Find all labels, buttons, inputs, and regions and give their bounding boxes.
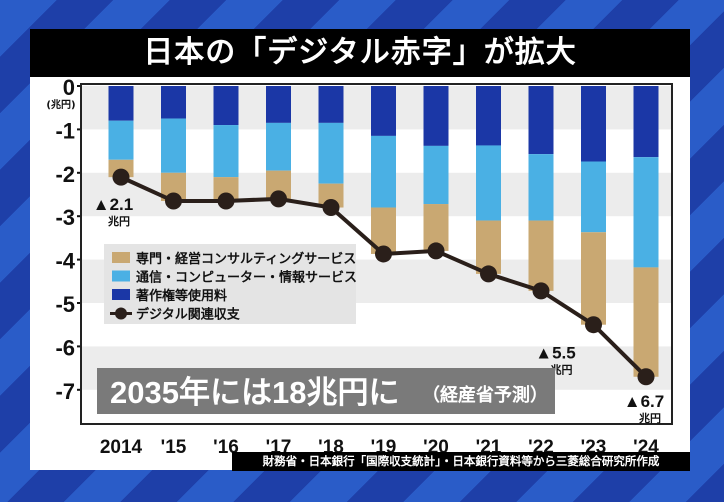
bar-segment	[318, 122, 344, 184]
bar-segment	[528, 86, 554, 155]
legend-swatch	[112, 252, 130, 263]
legend-label: デジタル関連収支	[136, 307, 241, 323]
line-point	[480, 265, 497, 283]
y-tick-label: -3	[55, 205, 75, 230]
bar-segment	[108, 86, 134, 121]
line-point	[585, 316, 602, 334]
chart-title: 日本の「デジタル赤字」が拡大	[30, 29, 690, 77]
legend-label: 専門・経営コンサルティングサービス	[136, 251, 356, 267]
x-tick-label: 2014	[100, 437, 143, 458]
bar-segment	[108, 120, 134, 160]
legend-label: 著作権等使用料	[135, 288, 227, 304]
annotation-unit: 兆円	[108, 214, 130, 228]
legend-box	[104, 244, 356, 324]
y-tick-label: -5	[55, 292, 75, 317]
chart-svg: 0-1-2-3-4-5-6-7(兆円)2014'15'16'17'18'19'2…	[46, 77, 673, 458]
bar-segment	[528, 154, 554, 221]
legend-swatch	[112, 289, 130, 300]
bar-segment	[581, 232, 606, 325]
bar-segment	[371, 135, 396, 208]
annotation-value: ▲5.5	[535, 344, 575, 363]
bar-segment	[318, 183, 344, 208]
bar-segment	[581, 86, 606, 162]
source-caption: 財務省・日本銀行「国際収支統計」・日本銀行資料等から三菱総合研究所作成	[232, 452, 690, 471]
bar-segment	[476, 86, 501, 146]
bar-segment	[266, 86, 291, 123]
y-tick-label: -6	[55, 335, 75, 360]
bar-segment	[371, 86, 396, 136]
line-point	[165, 192, 182, 210]
bar-segment	[423, 145, 449, 205]
bar-segment	[528, 220, 554, 291]
bar-segment	[213, 125, 239, 178]
annotation-unit: 兆円	[639, 411, 661, 425]
legend-marker	[115, 307, 127, 320]
plot-frame	[80, 83, 673, 425]
bar-segment	[633, 267, 659, 377]
y-tick-label: 0	[63, 77, 75, 100]
bar-segment	[633, 86, 659, 158]
line-point	[322, 199, 340, 217]
chart-panel: 0 -1 -2 -3 -4 -5 -6 -7 (兆円) 2014'15'16'17'18'19'2…	[30, 77, 690, 470]
bar-segment	[213, 86, 239, 126]
callout-sub: （経産省予測）	[422, 384, 548, 406]
y-tick-label: -4	[55, 249, 75, 274]
y-tick-label: -1	[55, 118, 75, 143]
line-point	[532, 282, 550, 300]
line-point	[637, 368, 655, 386]
x-tick-label: '15	[161, 437, 187, 458]
line-point	[427, 242, 445, 260]
legend-swatch	[112, 270, 130, 282]
annotation-unit: 兆円	[551, 363, 573, 377]
bar-segment	[161, 86, 186, 119]
annotation-value: ▲6.7	[624, 392, 664, 411]
y-tick-label: -7	[55, 379, 75, 404]
line-point	[270, 190, 287, 208]
bar-segment	[161, 118, 186, 173]
callout-main: 2035年には18兆円に	[110, 375, 399, 410]
forecast-callout	[97, 368, 555, 414]
bar-segment	[318, 86, 344, 123]
bar-segment	[213, 177, 239, 202]
line-point	[217, 192, 235, 210]
bar-segment	[476, 145, 501, 221]
line-point	[112, 168, 130, 186]
annotation-value: ▲2.1	[93, 195, 133, 214]
bar-segment	[581, 161, 606, 233]
y-axis-unit: (兆円)	[46, 98, 75, 111]
bar-segment	[266, 122, 291, 171]
bar-segment	[633, 157, 659, 268]
bar-segment	[423, 86, 449, 146]
legend-label: 通信・コンピューター・情報サービス	[136, 270, 357, 286]
y-tick-label: -2	[55, 162, 75, 187]
line-point	[375, 245, 392, 263]
bar-segment	[476, 220, 501, 274]
